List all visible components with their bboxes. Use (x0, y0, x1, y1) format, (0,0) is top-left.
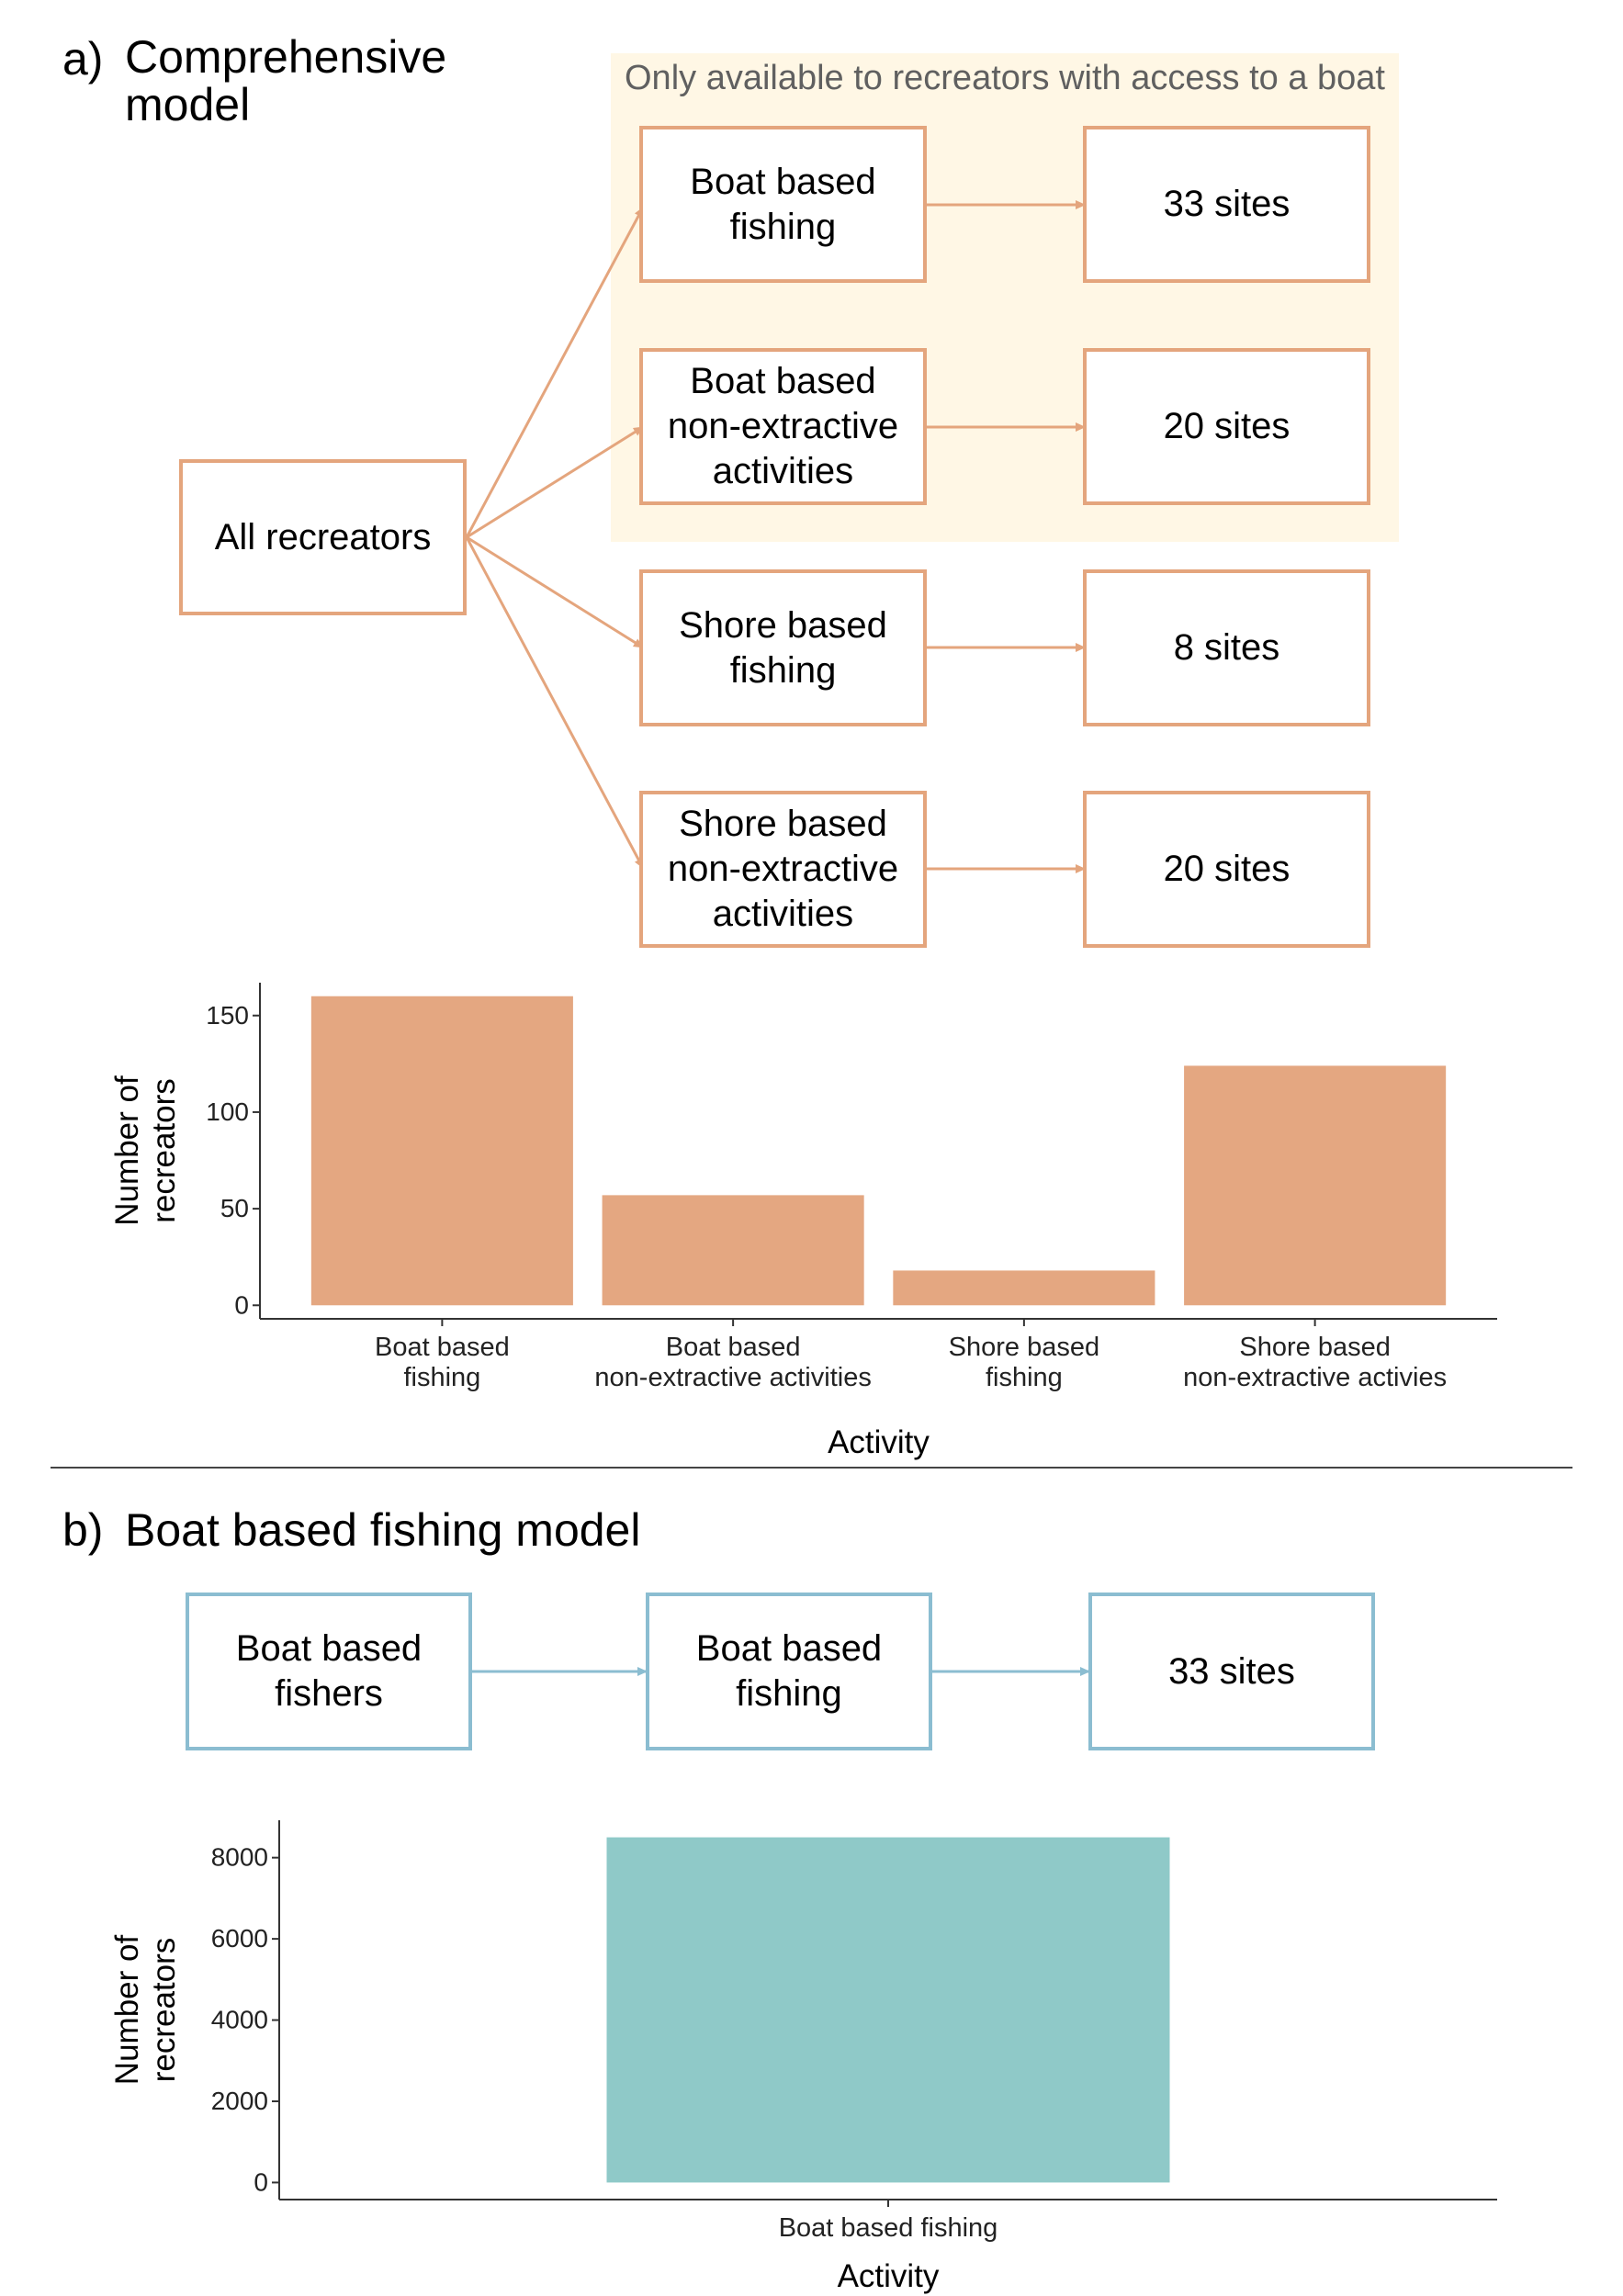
arrow-source-to-boat-fishing (465, 207, 645, 538)
x-tick-label: Shore based fishing (949, 1333, 1099, 1392)
x-tick-label: Boat based fishing (375, 1333, 510, 1392)
bar (1184, 1065, 1447, 1306)
node-sites-shore-fishing: 8 sites (1083, 569, 1370, 726)
y-tick-label: 2000 (211, 2087, 268, 2115)
x-axis-title: Activity (828, 1424, 930, 1460)
arrow-source-to-boat-nonextractive (466, 425, 644, 539)
node-sites-boat-nonextractive: 20 sites (1083, 348, 1370, 505)
panel-a-arrows (465, 200, 1086, 873)
panel-b-letter: b) (62, 1504, 104, 1556)
y-tick-label: 0 (254, 2167, 268, 2196)
panel-divider (51, 1467, 1572, 1469)
node-sites-shore-nonextractive: 20 sites (1083, 791, 1370, 948)
y-tick-label: 100 (206, 1097, 249, 1126)
panel-b-title: Boat based fishing model (125, 1504, 641, 1556)
y-tick-label: 0 (234, 1290, 249, 1319)
node-b-boat-based-fishing: Boat based fishing (646, 1593, 932, 1750)
bar (310, 996, 573, 1306)
node-shore-based-nonextractive: Shore based non-extractive activities (639, 791, 927, 948)
bar (893, 1270, 1155, 1306)
x-axis-title: Activity (838, 2258, 940, 2294)
node-b-sites: 33 sites (1088, 1593, 1375, 1750)
node-sites-boat-fishing: 33 sites (1083, 126, 1370, 283)
y-tick-label: 150 (206, 1001, 249, 1030)
node-all-recreators: All recreators (179, 459, 467, 615)
node-shore-based-fishing: Shore based fishing (639, 569, 927, 726)
panel-b-arrows (470, 1667, 1090, 1676)
bar (602, 1195, 864, 1306)
y-tick-label: 4000 (211, 2006, 268, 2034)
y-tick-label: 8000 (211, 1843, 268, 1872)
chart-b: 0 2000 4000 6000 8000 Boat based fishing Activ… (109, 1820, 1497, 2294)
y-tick-label: 6000 (211, 1924, 268, 1953)
panel-a-letter: a) (62, 33, 104, 84)
node-boat-based-fishing: Boat based fishing (639, 126, 927, 283)
x-tick-label: Boat based non-extractive activities (594, 1333, 871, 1392)
y-axis-title: Number ofrecreators (109, 1935, 182, 2086)
node-boat-based-nonextractive: Boat based non-extractive activities (639, 348, 927, 505)
y-axis-title: Number ofrecreators (109, 1075, 182, 1226)
x-tick-label: Boat based fishing (779, 2213, 998, 2243)
arrow-source-to-shore-nonextractive (465, 536, 645, 869)
y-tick-label: 50 (220, 1194, 249, 1222)
panel-a-title: Comprehensive model (125, 31, 447, 130)
bar (606, 1837, 1170, 2183)
arrow-source-to-shore-fishing (466, 535, 644, 649)
chart-a: 0 50 100 150 Boat based fishing Boat based non-… (109, 983, 1497, 1460)
x-tick-label: Shore based non-extractive activies (1183, 1333, 1447, 1392)
boat-access-region-label: Only available to recreators with access… (625, 59, 1385, 97)
node-boat-based-fishers: Boat based fishers (186, 1593, 472, 1750)
